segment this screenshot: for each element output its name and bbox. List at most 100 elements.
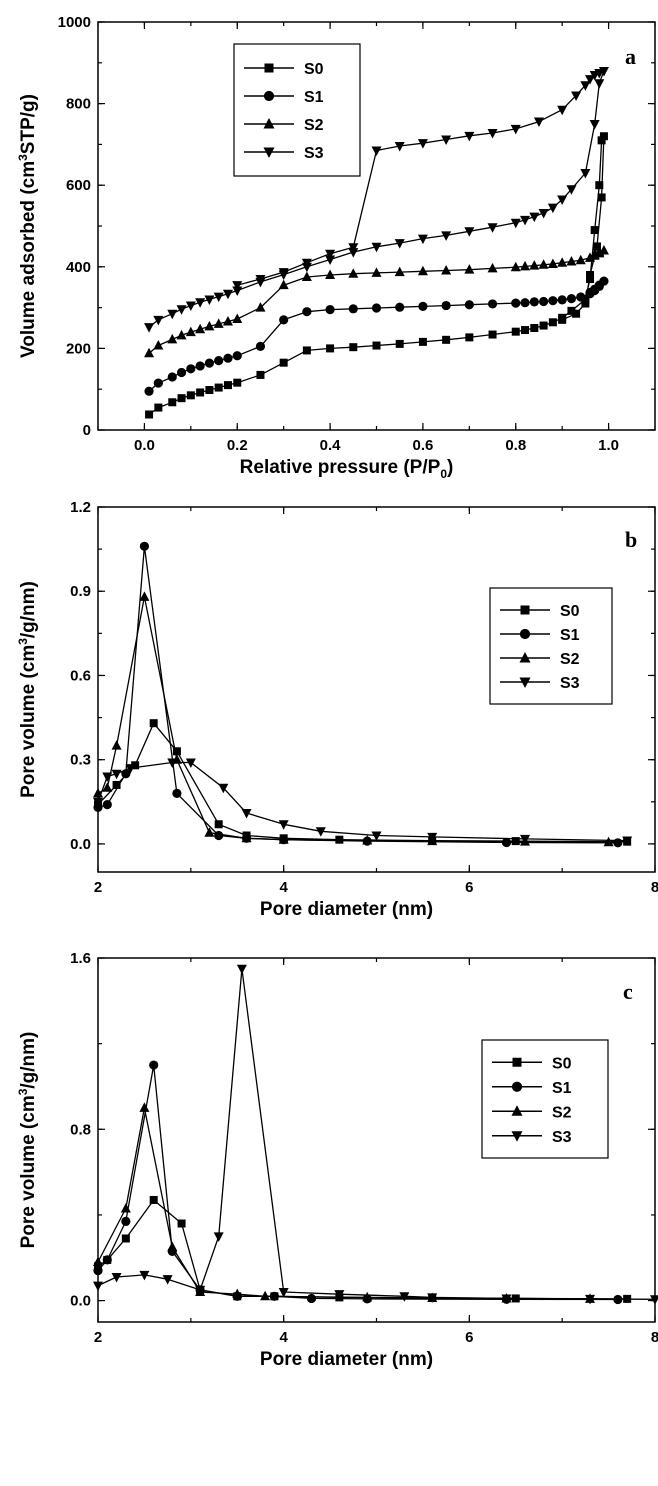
data-point bbox=[572, 309, 581, 318]
data-point bbox=[511, 298, 521, 308]
series-S0 bbox=[145, 132, 608, 419]
data-point bbox=[233, 378, 242, 387]
data-point bbox=[153, 378, 163, 388]
series-S3 bbox=[144, 66, 609, 333]
data-point bbox=[111, 740, 122, 750]
x-tick-label: 1.0 bbox=[598, 437, 619, 454]
data-point bbox=[278, 279, 289, 290]
data-point bbox=[399, 1292, 410, 1302]
data-point bbox=[120, 1203, 131, 1213]
x-tick-label: 6 bbox=[465, 1329, 473, 1346]
data-point bbox=[371, 242, 382, 253]
data-point bbox=[111, 769, 122, 780]
y-tick-label: 800 bbox=[66, 96, 91, 113]
chart-panel-a: 0.0 0.2 0.4 0.6 0.8 1.0 0 200 400 600 800 1000 Relat… bbox=[16, 14, 656, 481]
data-point bbox=[571, 91, 582, 101]
legend-marker bbox=[263, 118, 275, 129]
data-point bbox=[547, 258, 558, 268]
data-point bbox=[255, 302, 266, 312]
data-point bbox=[167, 309, 178, 320]
data-point bbox=[102, 1255, 112, 1265]
data-point bbox=[521, 326, 530, 335]
data-point bbox=[131, 761, 140, 770]
data-point bbox=[185, 326, 196, 337]
data-point bbox=[538, 259, 549, 269]
data-point bbox=[204, 358, 214, 368]
data-point bbox=[487, 128, 498, 139]
data-point bbox=[232, 313, 243, 324]
data-point bbox=[149, 1060, 159, 1070]
data-point bbox=[586, 270, 595, 279]
data-point bbox=[144, 323, 155, 333]
x-axis-title-text: Pore diameter (nm) bbox=[260, 1349, 433, 1370]
legend-label: S3 bbox=[552, 1129, 572, 1146]
data-point bbox=[139, 1270, 150, 1281]
x-axis-title: Relative pressure (P/P0) bbox=[240, 457, 454, 481]
legend-label: S1 bbox=[304, 89, 324, 106]
data-point bbox=[301, 271, 312, 281]
data-point bbox=[102, 772, 113, 783]
series-S2 bbox=[93, 591, 614, 847]
data-point bbox=[599, 132, 608, 141]
data-point bbox=[487, 299, 498, 309]
data-point bbox=[589, 120, 600, 130]
data-point bbox=[613, 838, 623, 848]
data-point bbox=[394, 266, 405, 277]
data-point bbox=[278, 820, 289, 830]
data-point bbox=[395, 339, 404, 348]
data-point bbox=[334, 1290, 345, 1300]
y-axis-title-superscript: 3 bbox=[16, 154, 30, 161]
legend-label: S1 bbox=[552, 1080, 572, 1097]
data-point bbox=[214, 820, 223, 829]
y-tick-label: 0.0 bbox=[70, 836, 91, 853]
legend: S0 S1 S2 S3 bbox=[481, 1039, 609, 1159]
y-axis-title-tail: /g/nm) bbox=[18, 1032, 39, 1089]
data-point bbox=[185, 758, 196, 768]
x-axis-title: Pore diameter (nm) bbox=[260, 1349, 433, 1370]
data-point bbox=[590, 226, 599, 235]
data-point bbox=[232, 351, 242, 361]
data-point bbox=[594, 79, 605, 89]
data-point bbox=[575, 254, 586, 265]
data-point bbox=[464, 300, 474, 310]
data-point bbox=[418, 337, 427, 346]
data-point bbox=[302, 346, 311, 355]
legend-box bbox=[489, 587, 613, 705]
data-point bbox=[538, 208, 549, 219]
data-point bbox=[302, 307, 312, 317]
data-point bbox=[177, 394, 186, 403]
data-point bbox=[530, 324, 539, 332]
data-point bbox=[185, 301, 196, 312]
data-point bbox=[566, 255, 577, 266]
data-point bbox=[362, 835, 373, 845]
data-point bbox=[510, 261, 521, 272]
data-point bbox=[205, 386, 214, 395]
data-point bbox=[186, 364, 196, 374]
data-point bbox=[278, 834, 289, 844]
data-point bbox=[348, 243, 359, 253]
data-point bbox=[418, 301, 428, 311]
data-point bbox=[149, 1195, 158, 1204]
legend-box bbox=[481, 1039, 609, 1159]
data-point bbox=[441, 300, 451, 311]
y-tick-label: 1000 bbox=[58, 14, 91, 31]
legend-marker bbox=[519, 677, 531, 688]
data-point bbox=[214, 383, 223, 392]
series-S0 bbox=[94, 719, 632, 846]
legend-marker bbox=[264, 63, 274, 73]
data-point bbox=[520, 215, 531, 226]
legend-label: S1 bbox=[560, 627, 580, 644]
data-point bbox=[102, 782, 113, 792]
data-point bbox=[176, 305, 187, 315]
data-point bbox=[442, 335, 451, 344]
data-point bbox=[144, 347, 155, 358]
data-point bbox=[417, 234, 428, 245]
data-point bbox=[315, 827, 326, 837]
data-point bbox=[172, 747, 181, 756]
data-point bbox=[145, 410, 154, 419]
series-line bbox=[97, 761, 628, 842]
panel-letter: a bbox=[625, 44, 636, 69]
data-point bbox=[441, 135, 452, 146]
data-point bbox=[557, 295, 567, 305]
